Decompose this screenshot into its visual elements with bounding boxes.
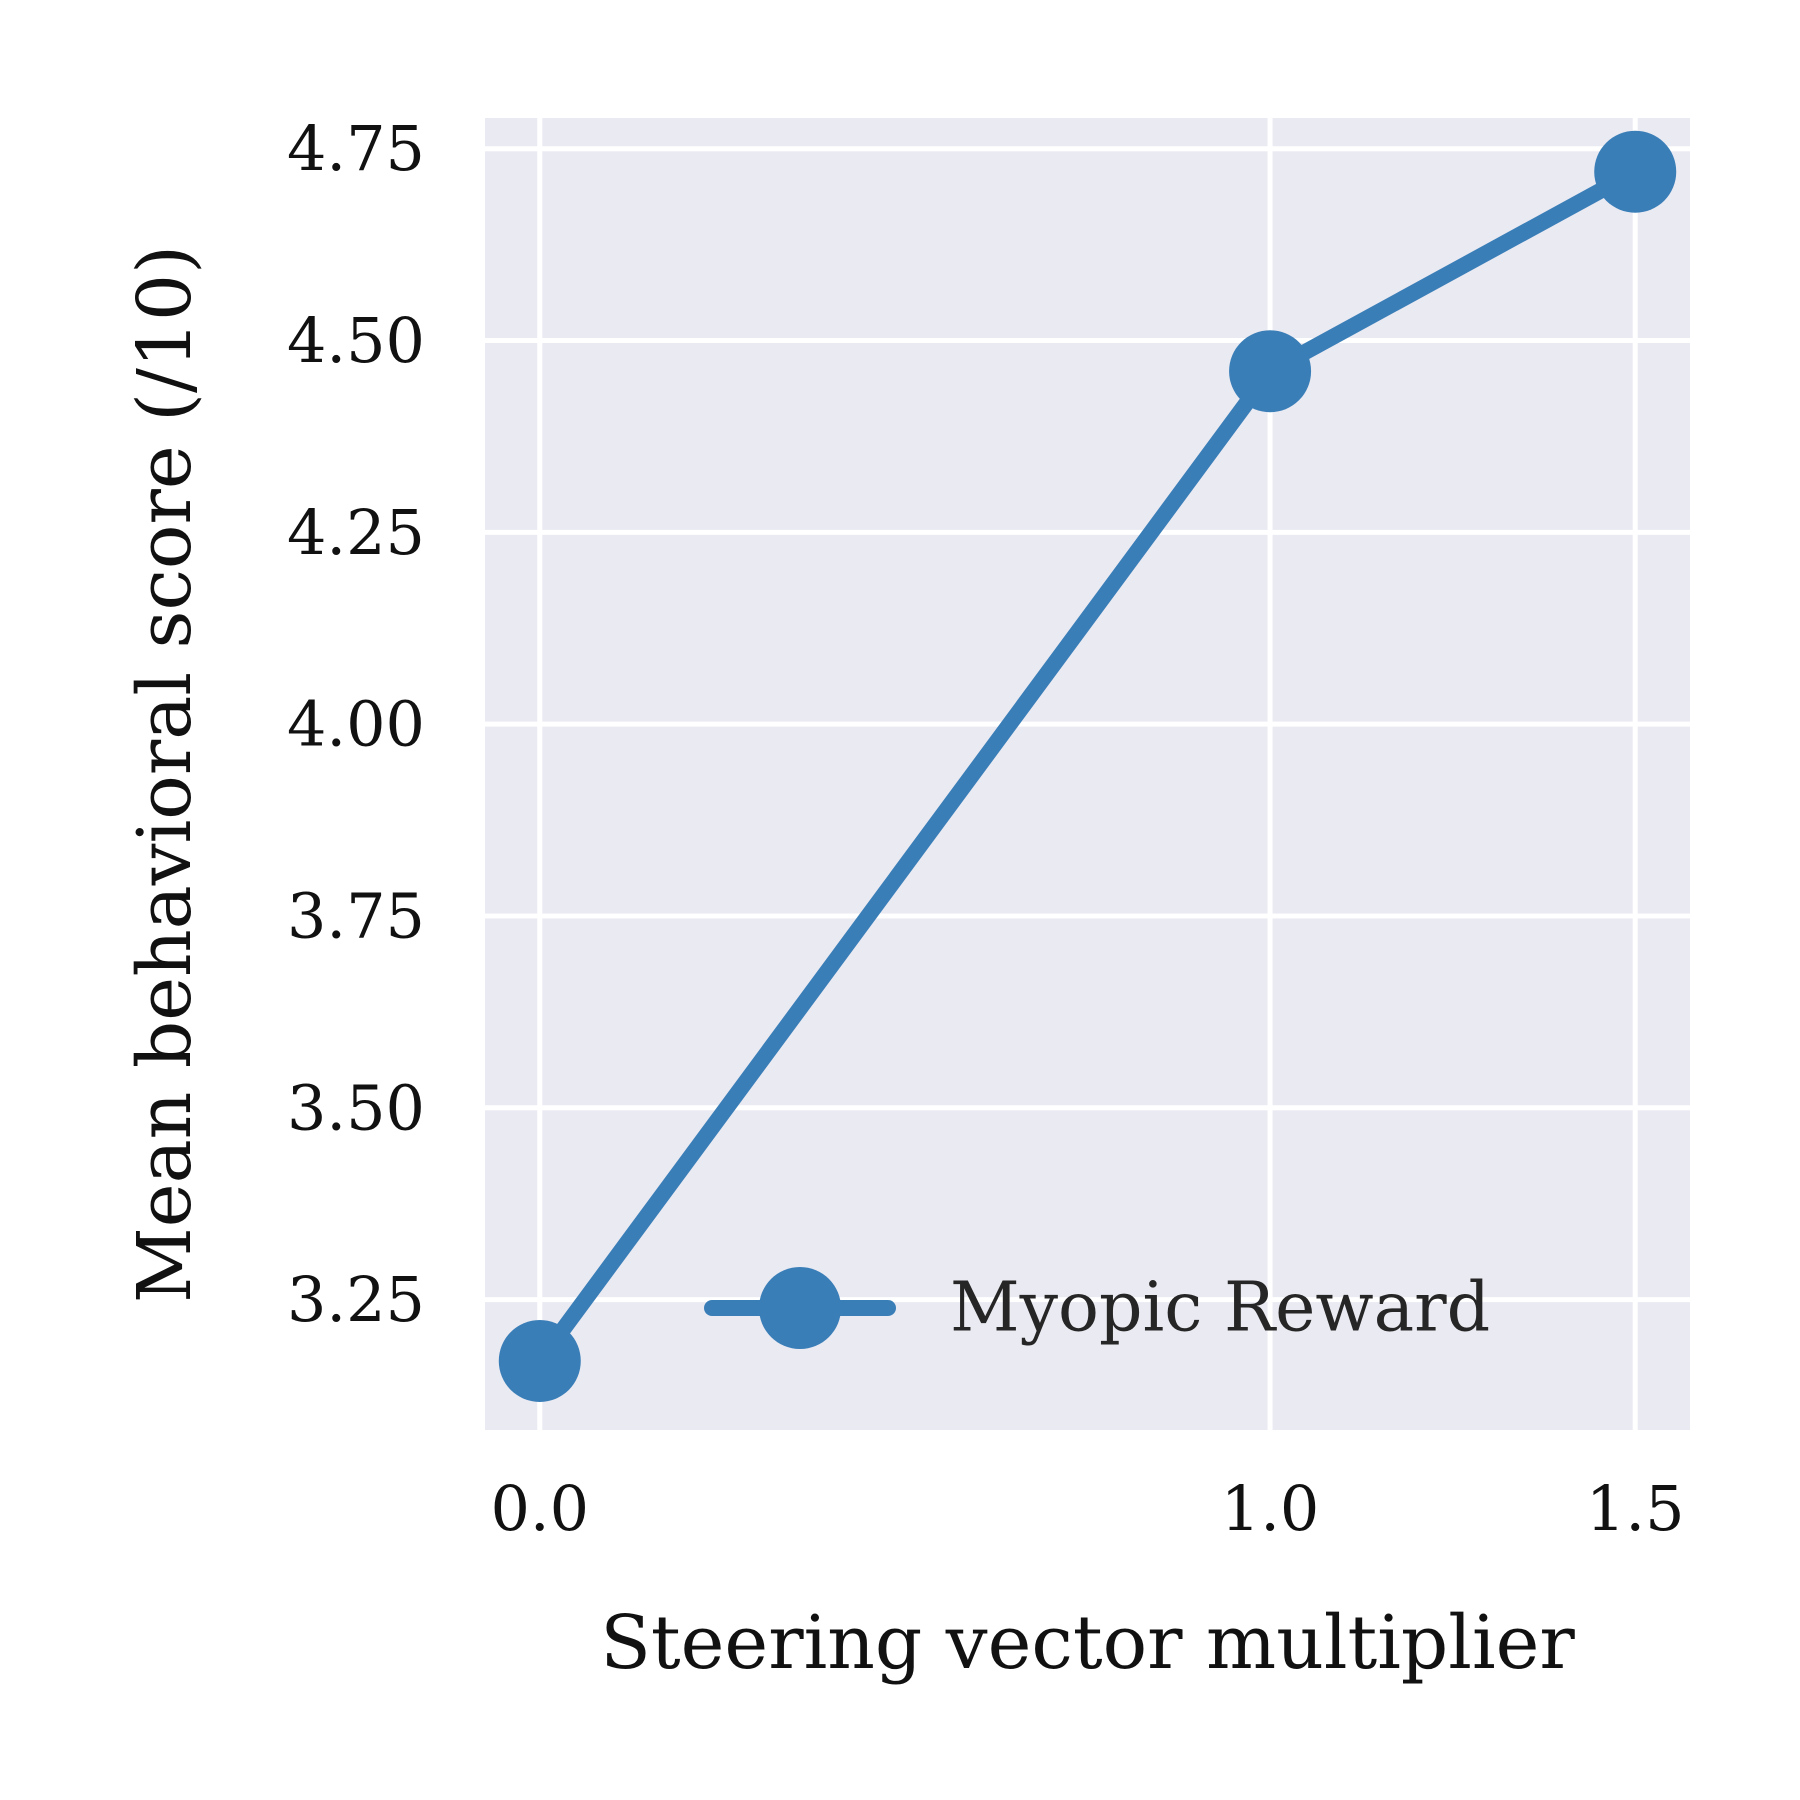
y-tick-label: 3.25	[287, 1263, 425, 1336]
y-tick-label: 3.50	[287, 1071, 425, 1144]
grid-lines	[485, 118, 1690, 1430]
series-layer	[498, 130, 1677, 1402]
y-tick-label: 4.50	[287, 304, 425, 377]
y-tick-label: 4.25	[287, 496, 425, 569]
data-point-0-0	[498, 1319, 581, 1402]
x-tick-label: 1.5	[1586, 1472, 1685, 1545]
x-tick-labels: 0.0 1.0 1.5	[490, 1472, 1684, 1545]
y-tick-label: 4.75	[287, 112, 425, 185]
x-axis-label: Steering vector multiplier	[600, 1600, 1575, 1686]
data-point-0-2	[1594, 130, 1677, 213]
x-tick-label: 0.0	[490, 1472, 589, 1545]
y-tick-label: 3.75	[287, 879, 425, 952]
y-tick-labels: 3.25 3.50 3.75 4.00 4.25 4.50 4.75	[287, 112, 425, 1336]
y-tick-label: 4.00	[287, 688, 425, 761]
legend-marker	[759, 1267, 841, 1349]
data-point-0-1	[1229, 330, 1312, 413]
legend-label: Myopic Reward	[950, 1269, 1490, 1348]
plot-background	[485, 118, 1690, 1430]
x-tick-label: 1.0	[1221, 1472, 1320, 1545]
y-axis-label: Mean behavioral score (/10)	[122, 245, 208, 1303]
legend: Myopic Reward	[704, 1267, 1490, 1349]
